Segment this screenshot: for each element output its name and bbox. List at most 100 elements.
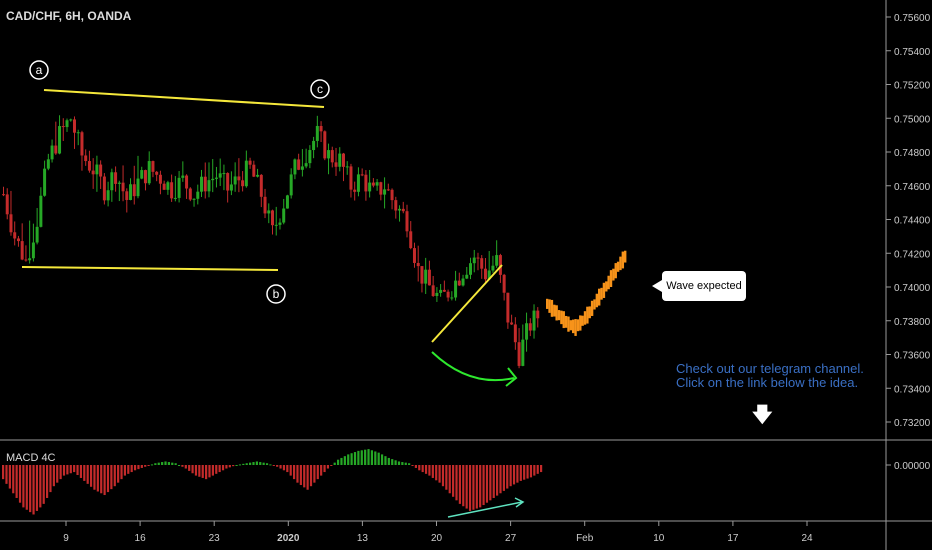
projection-bar xyxy=(583,311,587,325)
macd-bar xyxy=(380,454,384,465)
candle-body xyxy=(16,238,20,242)
macd-bar xyxy=(364,449,367,465)
macd-bar xyxy=(144,465,147,467)
macd-bar xyxy=(536,465,539,474)
candle-body xyxy=(401,208,405,212)
projection-bar xyxy=(602,282,606,298)
down-arrow-icon: 🡇 xyxy=(752,404,773,426)
candle-body xyxy=(162,183,166,190)
x-tick-label: 13 xyxy=(357,533,369,544)
candle-body xyxy=(132,184,136,197)
macd-bar xyxy=(370,450,374,465)
y-tick-label: 0.75000 xyxy=(894,114,931,125)
macd-bar xyxy=(188,465,191,471)
macd-bar xyxy=(12,465,15,494)
candle-body xyxy=(513,324,517,343)
y-axis: 0.73200 0.73400 0.73600 0.73800 0.74000 0.742… xyxy=(886,13,931,472)
y-tick-label: 0.73200 xyxy=(894,418,931,429)
wave-a-label: a xyxy=(36,63,43,77)
projection-bar xyxy=(562,311,565,329)
candle-body xyxy=(427,269,431,286)
x-tick-label: 10 xyxy=(653,533,665,544)
macd-bar xyxy=(347,454,350,465)
macd-bar xyxy=(452,465,455,497)
macd-bar xyxy=(523,465,526,480)
candle-body xyxy=(502,274,506,293)
x-tick-label: 16 xyxy=(135,533,147,544)
candle-body xyxy=(13,232,17,239)
candle-body xyxy=(121,182,125,192)
projection-bar xyxy=(590,300,594,316)
macd-bar xyxy=(276,465,279,467)
candle-body xyxy=(188,188,192,200)
candle-body xyxy=(450,297,454,299)
macd-bar xyxy=(468,465,472,511)
macd-bar xyxy=(117,465,120,483)
macd-bar xyxy=(350,453,353,465)
macd-bar xyxy=(245,463,248,465)
curve-arrowhead xyxy=(505,367,518,387)
macd-bar xyxy=(205,465,208,480)
candle-body xyxy=(536,310,540,319)
candle-body xyxy=(158,174,162,184)
note-line-2: Click on the link below the idea. xyxy=(676,375,859,390)
macd-bar xyxy=(215,465,218,474)
candle-body xyxy=(185,175,189,189)
projection-bar xyxy=(616,261,620,272)
projection-bar xyxy=(572,319,575,334)
x-tick-label: Feb xyxy=(576,533,594,544)
candle-body xyxy=(368,182,372,192)
macd-bar xyxy=(411,465,414,466)
candle-body xyxy=(214,177,218,179)
candle-body xyxy=(353,189,357,192)
wave-c-label: c xyxy=(317,82,323,96)
macd-bar xyxy=(292,465,296,480)
candle-body xyxy=(420,266,424,284)
macd-bar xyxy=(100,465,103,494)
candle-body xyxy=(46,159,50,169)
macd-bar xyxy=(299,465,302,486)
candle-body xyxy=(9,214,13,233)
macd-bar xyxy=(140,465,143,468)
macd-bar xyxy=(455,465,458,501)
macd-bar xyxy=(167,462,170,465)
macd-bar xyxy=(401,462,404,465)
y-tick-label: 0.73800 xyxy=(894,317,931,328)
candle-body xyxy=(431,285,435,296)
x-tick-label: 27 xyxy=(505,533,517,544)
macd-bar xyxy=(255,461,258,465)
projection-bar xyxy=(600,287,603,300)
macd-bar xyxy=(120,465,123,480)
macd-bar xyxy=(282,465,286,471)
macd-bar xyxy=(110,465,113,490)
projection-bar xyxy=(555,305,558,321)
macd-bar xyxy=(374,451,377,465)
macd-bar xyxy=(147,465,150,466)
projection-bar xyxy=(569,320,573,331)
candle-body xyxy=(244,160,248,187)
candle-body xyxy=(87,161,91,171)
macd-bar xyxy=(42,465,45,504)
candle-body xyxy=(304,163,308,167)
macd-bar xyxy=(465,465,468,509)
candle-body xyxy=(398,208,402,211)
candle-body xyxy=(196,191,200,199)
projection-bar xyxy=(567,316,570,332)
macd-bar xyxy=(313,465,316,483)
macd-bar xyxy=(441,465,445,487)
candle-body xyxy=(487,270,491,280)
candle-body xyxy=(412,248,416,263)
y-tick-label: 0.73600 xyxy=(894,351,931,362)
macd-bar xyxy=(320,465,323,476)
macd-bar xyxy=(475,465,478,509)
candle-body xyxy=(267,210,271,214)
macd-bar xyxy=(29,465,32,513)
candle-body xyxy=(356,174,360,192)
projection-bar xyxy=(586,306,589,324)
candles xyxy=(2,115,540,369)
candle-body xyxy=(334,162,338,167)
candle-body xyxy=(285,195,289,209)
macd-bar xyxy=(191,465,194,474)
